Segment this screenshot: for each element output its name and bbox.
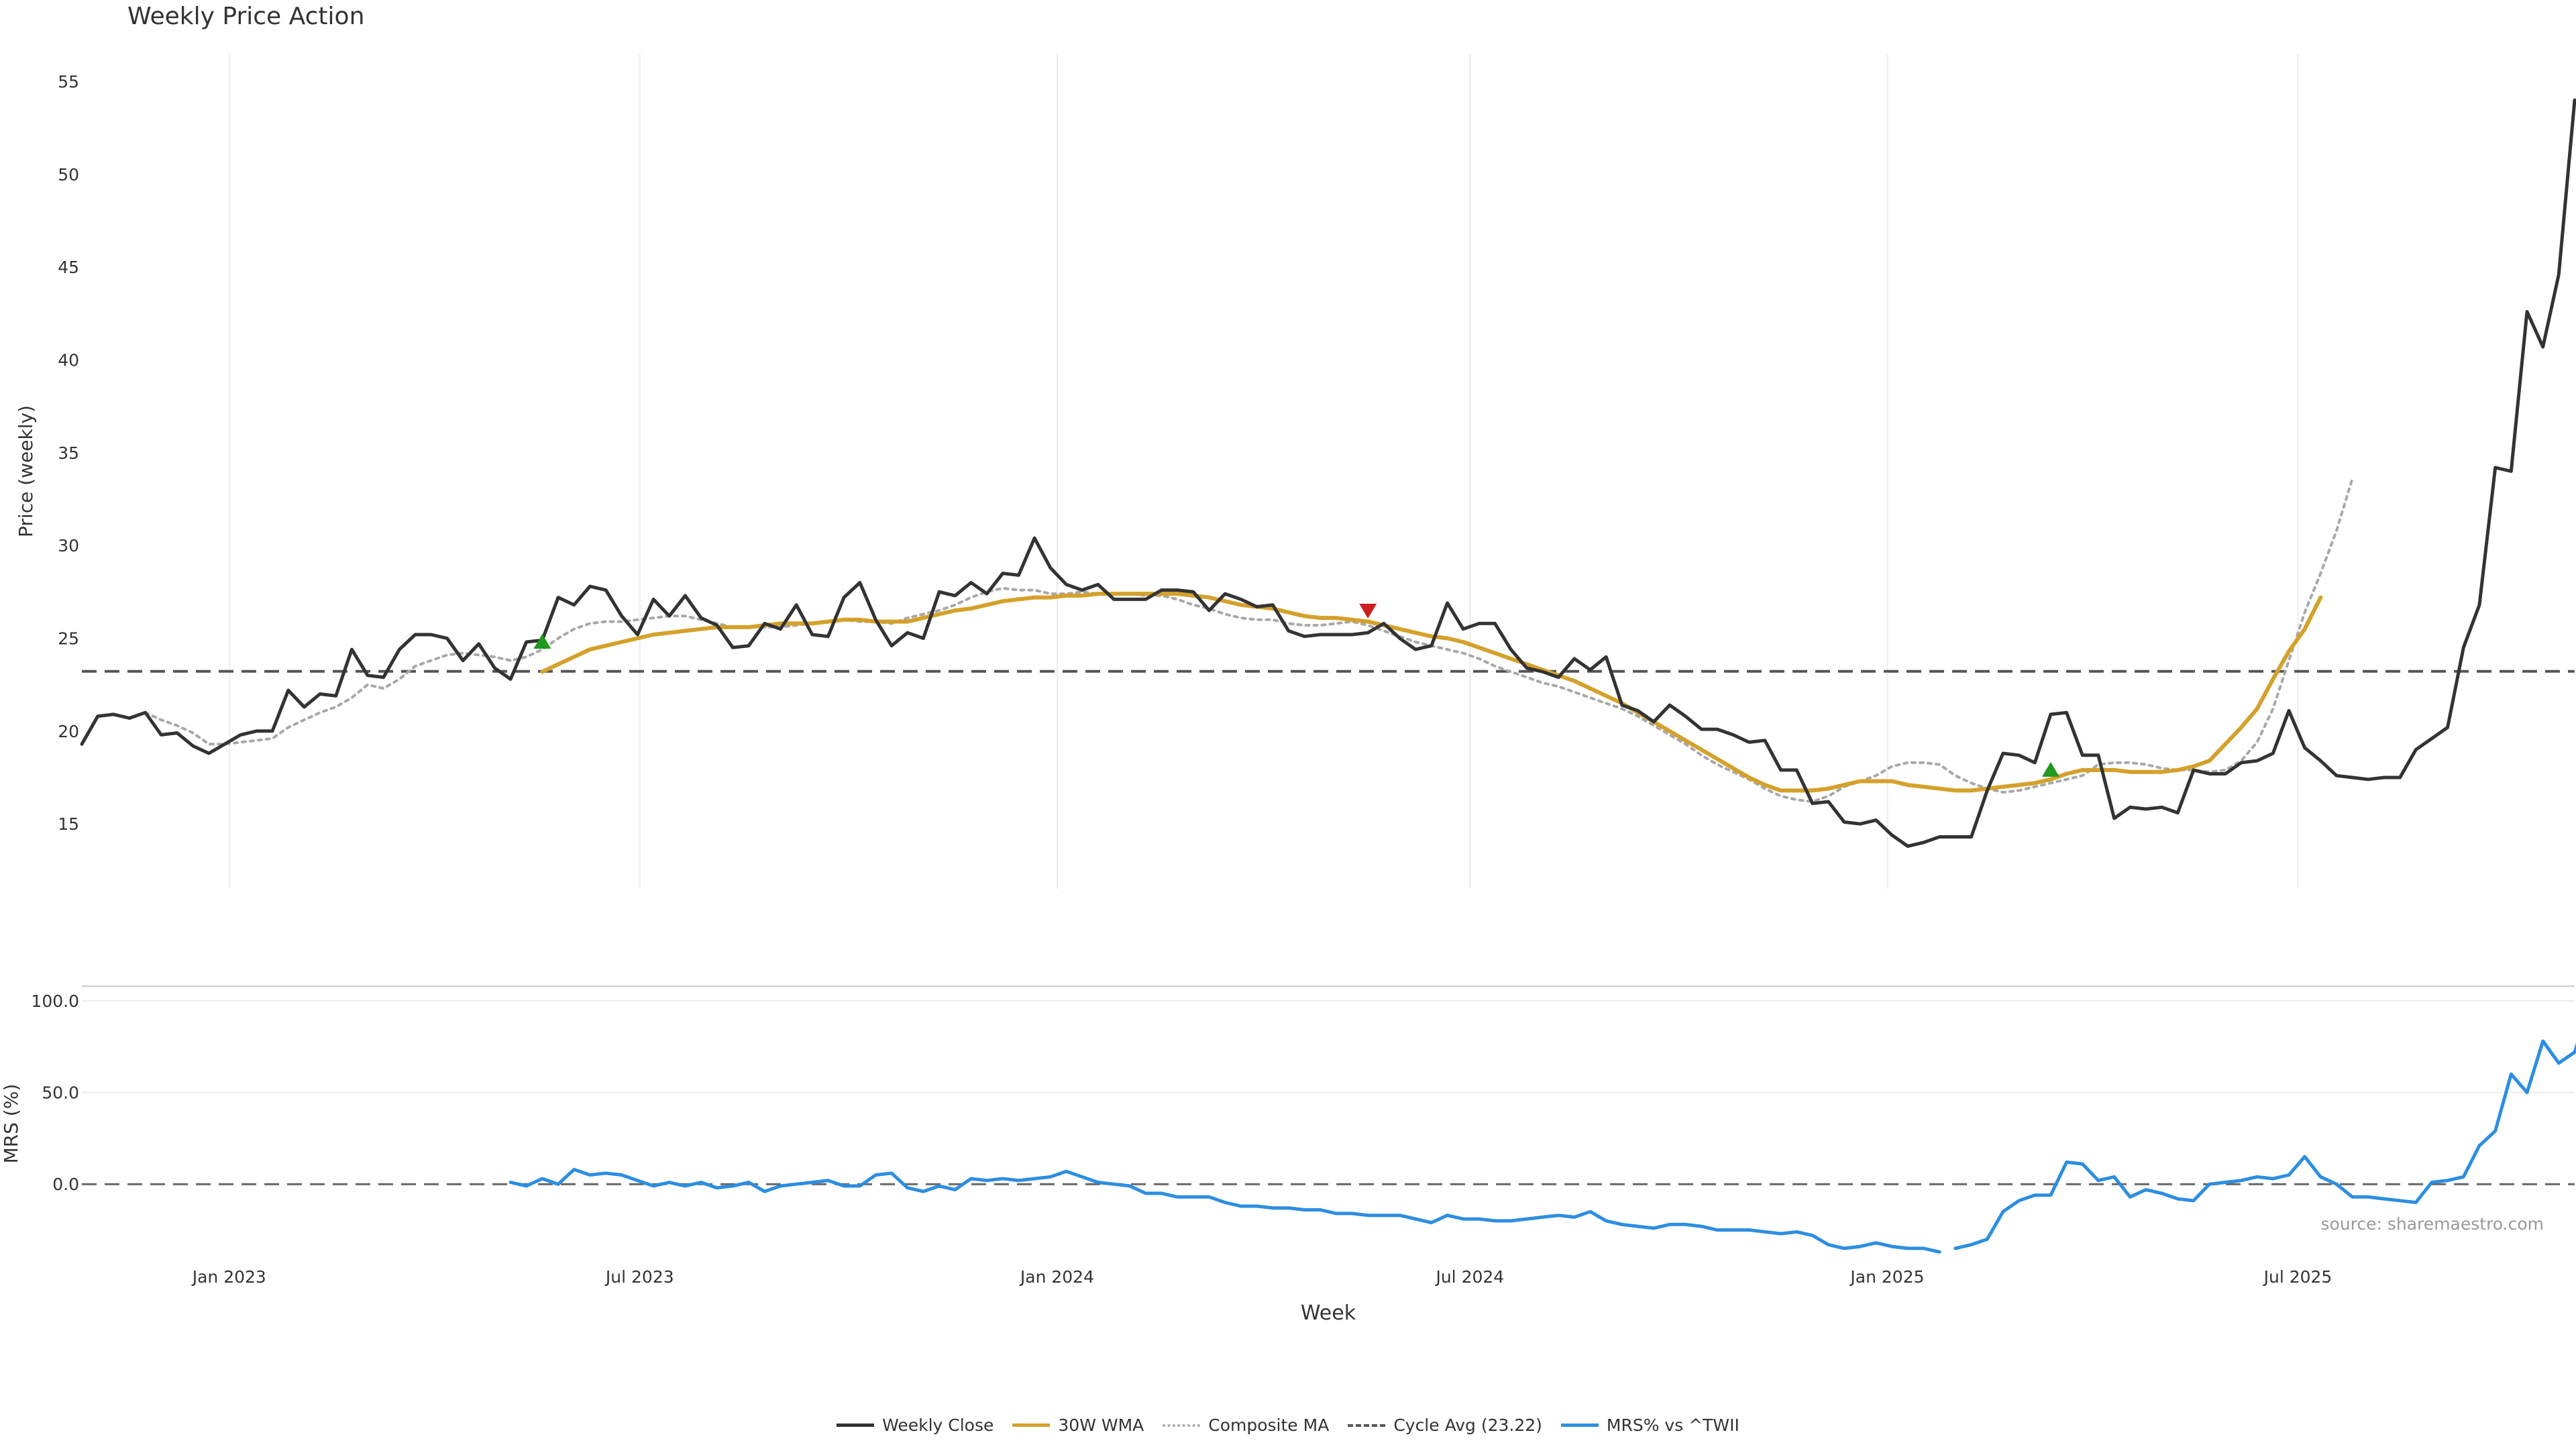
legend-label-30w-wma: 30W WMA xyxy=(1058,1415,1144,1435)
series-weekly-close xyxy=(80,98,2576,848)
chart-title: Weekly Price Action xyxy=(127,3,365,30)
legend-item-weekly-close: Weekly Close xyxy=(837,1415,994,1435)
price-y-tick-label: 30 xyxy=(58,536,79,555)
mrs-panel xyxy=(82,1039,2576,1254)
legend: Weekly Close 30W WMA Composite MA Cycle … xyxy=(0,1415,2576,1435)
price-y-tick-label: 35 xyxy=(58,443,79,463)
legend-swatch-mrs xyxy=(1560,1424,1599,1427)
legend-swatch-cycle-avg xyxy=(1348,1424,1386,1427)
price-y-tick-label: 15 xyxy=(58,814,79,834)
legend-label-cycle-avg: Cycle Avg (23.22) xyxy=(1393,1415,1542,1435)
mrs-panel-grid xyxy=(82,985,2575,1093)
x-tick-label-jan-2025: Jan 2025 xyxy=(1849,1267,1924,1287)
x-axis-title: Week xyxy=(1301,1301,1356,1325)
series-mrs-vs-twii xyxy=(508,1039,2576,1254)
series-composite-ma xyxy=(144,477,2354,803)
mrs-y-tick-label: 100.0 xyxy=(31,991,79,1011)
buy-signal-marker xyxy=(2041,761,2059,777)
x-tick-label-jul-2025: Jul 2025 xyxy=(2263,1267,2332,1287)
mrs-y-tick-label: 50.0 xyxy=(42,1083,79,1103)
legend-label-weekly-close: Weekly Close xyxy=(882,1415,994,1435)
series-30w-wma xyxy=(540,592,2323,793)
legend-label-mrs: MRS% vs ^TWII xyxy=(1606,1415,1739,1435)
x-tick-label-jan-2023: Jan 2023 xyxy=(191,1267,266,1287)
legend-swatch-30w-wma xyxy=(1012,1424,1051,1427)
legend-swatch-composite-ma xyxy=(1163,1424,1201,1427)
price-panel-grid xyxy=(228,54,2299,889)
legend-label-composite-ma: Composite MA xyxy=(1208,1415,1330,1435)
legend-item-cycle-avg: Cycle Avg (23.22) xyxy=(1348,1415,1542,1435)
price-y-tick-label: 25 xyxy=(58,629,79,649)
x-tick-label-jan-2024: Jan 2024 xyxy=(1019,1267,1094,1287)
price-y-tick-label: 50 xyxy=(58,165,79,184)
buy-signal-marker xyxy=(533,634,551,649)
legend-swatch-weekly-close xyxy=(837,1424,875,1427)
price-y-tick-label: 45 xyxy=(58,258,79,277)
legend-item-30w-wma: 30W WMA xyxy=(1012,1415,1144,1435)
price-y-axis-title: Price (weekly) xyxy=(15,405,37,537)
legend-item-composite-ma: Composite MA xyxy=(1163,1415,1329,1435)
source-label: source: sharemaestro.com xyxy=(2320,1214,2544,1234)
legend-item-mrs: MRS% vs ^TWII xyxy=(1560,1415,1739,1435)
mrs-y-axis-title: MRS (%) xyxy=(0,1084,22,1164)
sell-signal-marker xyxy=(1359,604,1377,619)
price-y-tick-label: 55 xyxy=(58,72,79,92)
mrs-y-tick-label: 0.0 xyxy=(52,1175,79,1194)
price-panel xyxy=(80,98,2576,848)
price-y-tick-label: 20 xyxy=(58,722,79,741)
price-y-tick-label: 40 xyxy=(58,351,79,370)
axes-labels: Jan 2023 Jul 2023 Jan 2024 Jul 2024 Jan 2025… xyxy=(0,72,2332,1326)
x-tick-label-jul-2023: Jul 2023 xyxy=(604,1267,674,1287)
x-tick-label-jul-2024: Jul 2024 xyxy=(1434,1267,1504,1287)
